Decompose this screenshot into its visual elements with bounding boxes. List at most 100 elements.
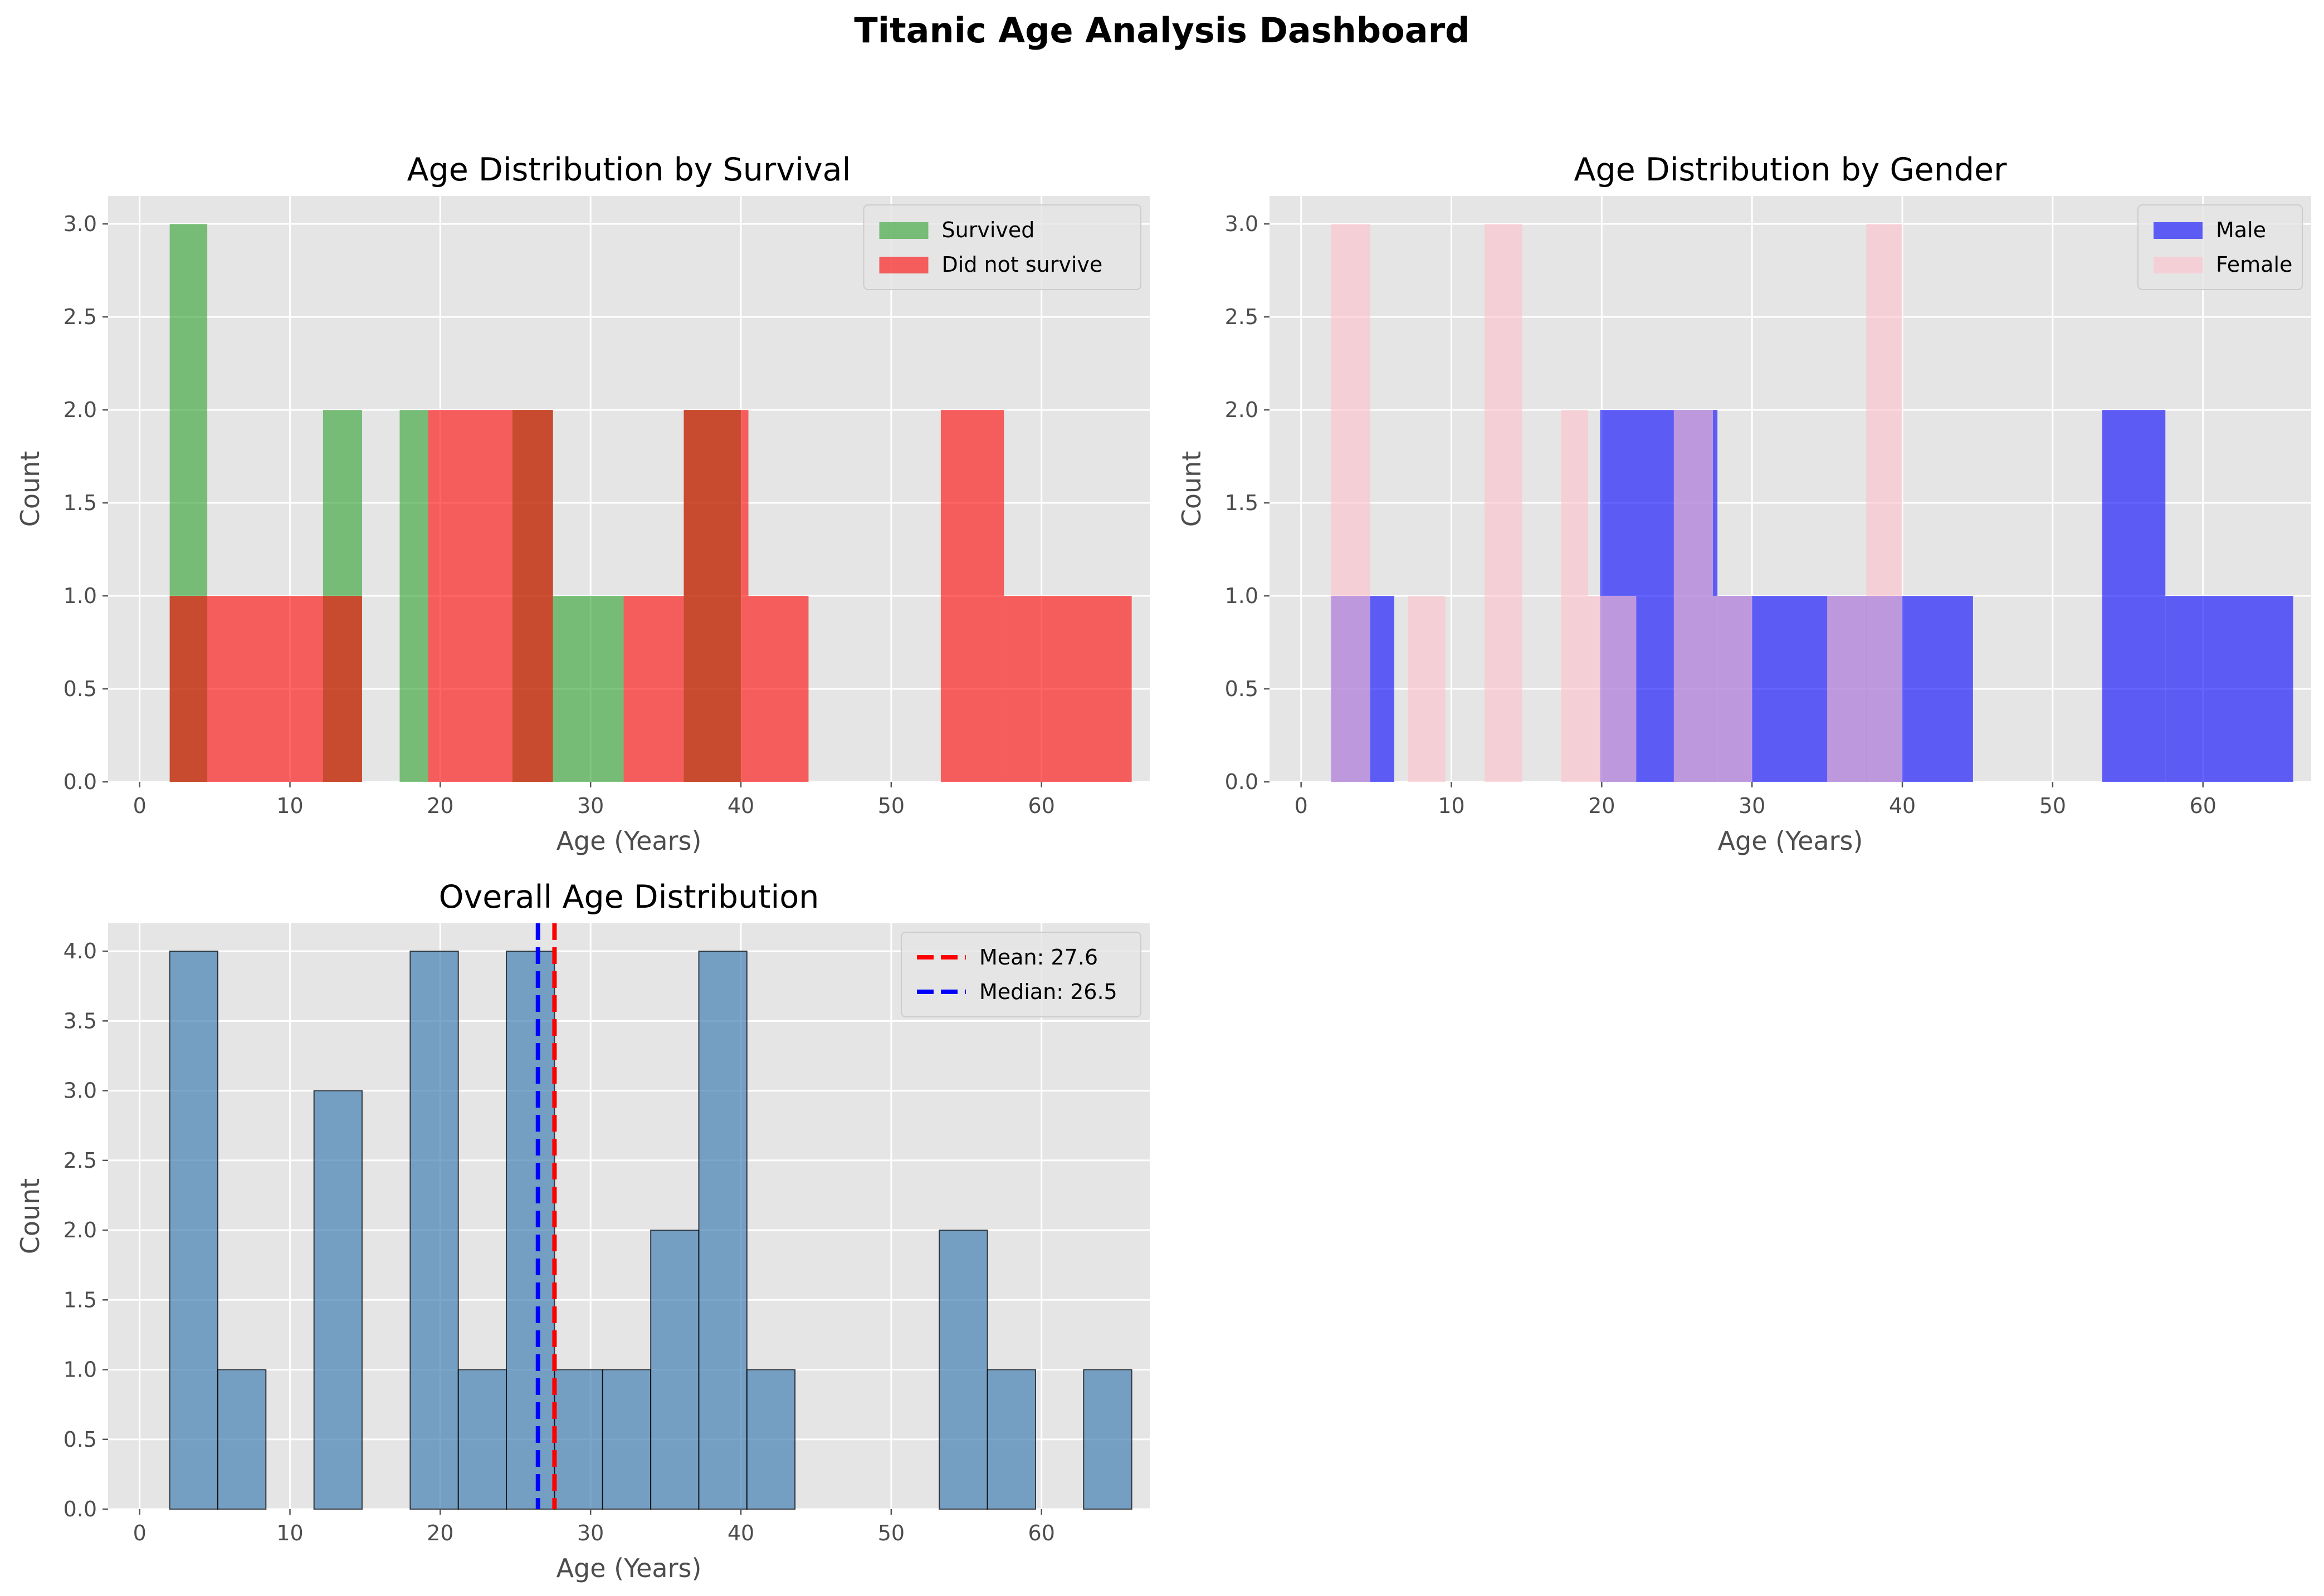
x-tick-label: 60: [1028, 794, 1055, 818]
age-bar: [939, 1230, 988, 1510]
legend-label: Mean: 27.6: [979, 945, 1098, 970]
x-tick-label: 30: [1739, 794, 1765, 818]
y-tick-label: 0.5: [1225, 677, 1258, 701]
age-bar: [457, 1369, 507, 1510]
y-tick-label: 1.0: [1225, 584, 1258, 608]
did-not-survive-bar: [683, 410, 749, 782]
female-bar: [1331, 224, 1370, 782]
x-tick-label: 0: [1295, 794, 1308, 818]
age-bar: [987, 1369, 1036, 1510]
y-axis-label: Count: [1176, 451, 1207, 527]
overall-age-histogram: Overall Age Distribution 0 10 20 30 40 50 60 0.0…: [15, 879, 1150, 1583]
legend-box: [901, 932, 1141, 1017]
survival-histogram: Age Distribution by Survival 0 10 20 30 40 50 6…: [15, 151, 1150, 856]
age-bar: [409, 951, 459, 1510]
x-tick-label: 30: [577, 794, 604, 818]
x-tick-label: 20: [1588, 794, 1615, 818]
y-tick-label: 1.0: [64, 1358, 97, 1382]
legend-label: Male: [2216, 218, 2266, 242]
y-tick-label: 1.0: [64, 584, 97, 608]
female-bar: [1484, 224, 1522, 782]
age-bar: [506, 951, 555, 1510]
x-tick-label: 10: [276, 1521, 303, 1545]
age-bar: [698, 951, 748, 1510]
gender-histogram: Age Distribution by Gender 0 10 20 30 40 50 60 0…: [1176, 151, 2311, 856]
y-tick-label: 3.0: [64, 1079, 97, 1103]
did-not-survive-bar: [940, 410, 1004, 782]
x-tick-label: 10: [1438, 794, 1464, 818]
y-tick-label: 2.0: [64, 398, 97, 422]
legend-box: [863, 204, 1141, 290]
y-tick-label: 1.5: [1225, 491, 1258, 515]
x-tick-label: 0: [133, 1521, 147, 1545]
x-tick-label: 20: [427, 1521, 453, 1545]
legend-label: Did not survive: [942, 252, 1103, 277]
y-tick-label: 0.5: [64, 677, 97, 701]
x-tick-label: 60: [1028, 1521, 1055, 1545]
x-axis-label: Age (Years): [1718, 826, 1863, 856]
legend: Mean: 27.6 Median: 26.5: [901, 932, 1141, 1017]
y-axis-label: Count: [15, 1178, 45, 1255]
female-bar: [1866, 224, 1903, 782]
age-bar: [1083, 1369, 1132, 1510]
x-axis-label: Age (Years): [556, 1553, 702, 1583]
y-tick-label: 0.0: [64, 1497, 97, 1521]
male-bar: [2102, 410, 2166, 782]
did-not-survive-bar: [428, 410, 512, 782]
x-tick-label: 40: [728, 794, 754, 818]
y-tick-label: 0.0: [1225, 770, 1258, 794]
did-not-survive-bar: [512, 410, 553, 782]
y-tick-label: 3.5: [64, 1008, 97, 1033]
female-bar: [1713, 596, 1752, 782]
female-bar: [1588, 596, 1637, 782]
legend-label: Survived: [942, 218, 1035, 242]
y-tick-label: 0.5: [64, 1427, 97, 1452]
age-bar: [217, 1369, 267, 1510]
x-tick-label: 50: [878, 794, 905, 818]
female-bar: [1827, 596, 1867, 782]
legend-label: Female: [2216, 252, 2292, 277]
y-tick-label: 3.0: [1225, 212, 1258, 236]
survived-bar: [399, 410, 428, 782]
y-tick-label: 1.5: [64, 491, 97, 515]
legend-swatch: [879, 257, 929, 273]
did-not-survive-bar: [323, 596, 363, 782]
chart-title: Age Distribution by Gender: [1574, 151, 2007, 188]
y-tick-label: 0.0: [64, 770, 97, 794]
x-tick-label: 40: [728, 1521, 754, 1545]
age-bar: [313, 1090, 363, 1510]
female-bar: [1673, 410, 1713, 782]
x-tick-label: 60: [2190, 794, 2216, 818]
female-bar: [1408, 596, 1446, 782]
y-tick-label: 2.5: [1225, 305, 1258, 329]
x-tick-label: 50: [2039, 794, 2066, 818]
chart-title: Overall Age Distribution: [439, 879, 819, 916]
y-tick-label: 2.5: [64, 305, 97, 329]
age-bar: [554, 1369, 603, 1510]
age-bar: [650, 1230, 700, 1510]
survived-bar: [553, 596, 624, 782]
x-tick-label: 50: [878, 1521, 905, 1545]
y-tick-label: 1.5: [64, 1287, 97, 1312]
male-bar: [2165, 596, 2293, 782]
female-bar: [1561, 410, 1589, 782]
y-tick-label: 3.0: [64, 212, 97, 236]
y-tick-label: 2.0: [64, 1218, 97, 1242]
legend-swatch: [2154, 222, 2203, 239]
legend: Male Female: [2137, 204, 2303, 290]
did-not-survive-bar: [1004, 596, 1132, 782]
legend-label: Median: 26.5: [979, 980, 1117, 1004]
did-not-survive-bar: [748, 596, 809, 782]
x-axis-label: Age (Years): [556, 826, 702, 856]
y-tick-label: 4.0: [64, 939, 97, 963]
x-tick-label: 20: [427, 794, 453, 818]
chart-title: Age Distribution by Survival: [407, 151, 851, 188]
y-tick-label: 2.5: [64, 1148, 97, 1173]
legend-swatch: [879, 222, 929, 239]
legend: Survived Did not survive: [863, 204, 1141, 290]
y-tick-label: 2.0: [1225, 398, 1258, 422]
x-tick-label: 40: [1889, 794, 1916, 818]
male-bar: [1902, 596, 1973, 782]
x-tick-label: 0: [133, 794, 147, 818]
